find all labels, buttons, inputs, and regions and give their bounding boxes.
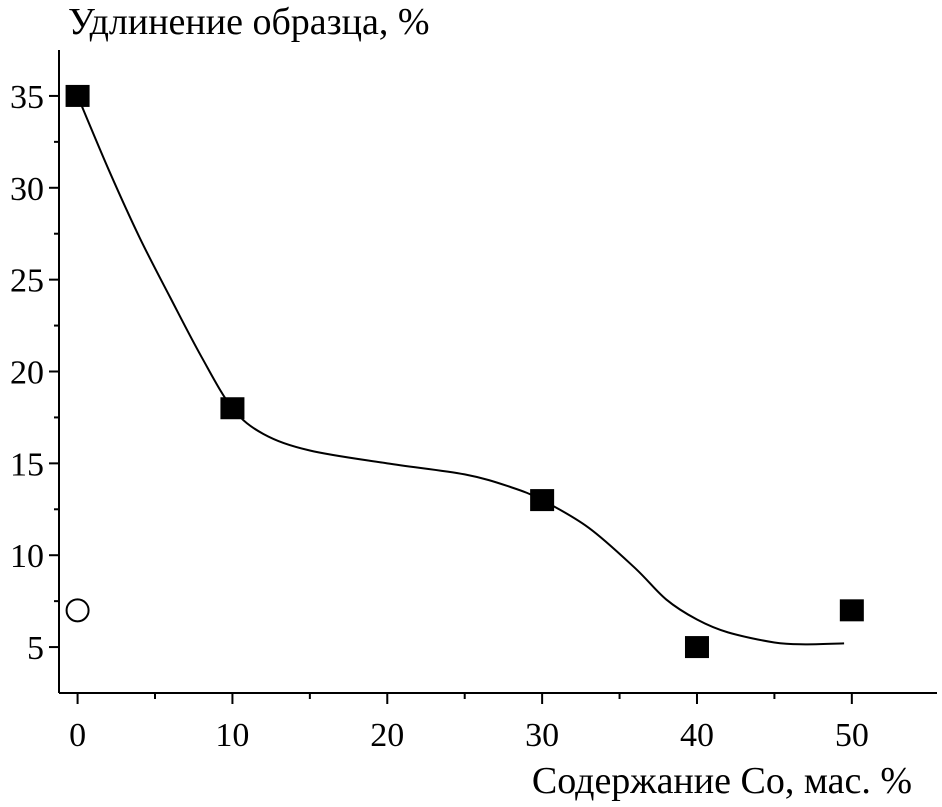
y-axis-title: Удлинение образца, % <box>68 1 430 43</box>
data-point-circle <box>65 598 90 623</box>
y-tick-label: 15 <box>10 446 44 483</box>
y-tick-label: 35 <box>10 79 44 116</box>
x-axis-title: Содержание Co, мас. % <box>532 760 912 802</box>
data-points-layer <box>65 84 864 659</box>
x-tick-label: 20 <box>370 717 404 754</box>
data-point-square <box>530 489 555 512</box>
data-point-square <box>65 84 90 107</box>
y-tick-label: 30 <box>10 171 44 208</box>
data-point-square <box>839 599 864 622</box>
x-tick-label: 0 <box>69 717 86 754</box>
x-tick-label: 50 <box>835 717 869 754</box>
fit-curve <box>76 95 845 646</box>
x-tick-label: 40 <box>680 717 714 754</box>
fit-curve-layer <box>76 95 845 646</box>
axes: 0 10 20 30 40 50 5 10 15 20 25 30 35 <box>10 50 937 754</box>
x-tick-label: 10 <box>215 717 249 754</box>
data-point-square <box>220 397 245 420</box>
x-tick-label: 30 <box>525 717 559 754</box>
y-tick-label: 5 <box>27 630 44 667</box>
data-point-square <box>684 636 709 659</box>
y-tick-label: 25 <box>10 263 44 300</box>
y-tick-label: 10 <box>10 538 44 575</box>
y-tick-label: 20 <box>10 355 44 392</box>
